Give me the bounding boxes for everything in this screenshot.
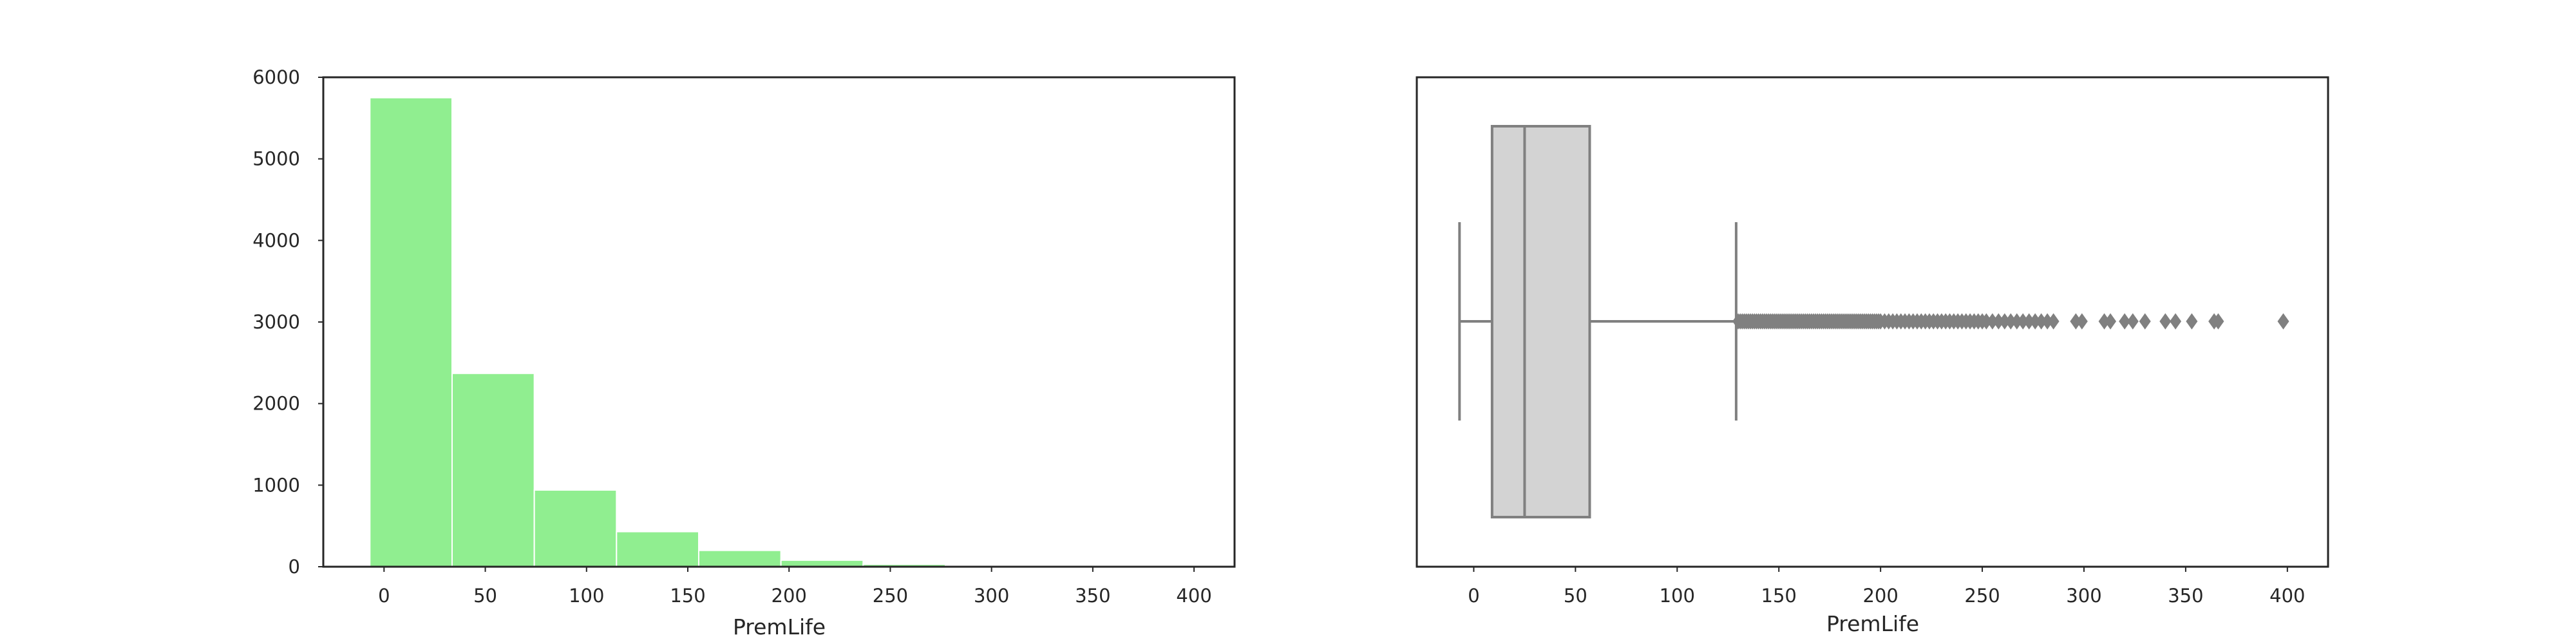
histogram-panel: 0 50 100 150 200 250 300 350 400 0 1000 2000 3000 40…: [252, 66, 1236, 639]
histogram-bars: [369, 97, 1193, 568]
boxplot-outlier: [2023, 313, 2035, 330]
histogram-x-tick-label: 300: [974, 585, 1009, 607]
boxplot-outlier: [1980, 313, 1993, 330]
boxplot-outlier: [1986, 313, 1998, 330]
boxplot-x-tick-label: 0: [1468, 585, 1479, 607]
histogram-y-tick-label: 0: [289, 556, 300, 578]
boxplot-outlier: [2047, 313, 2060, 330]
histogram-y-tick-label: 5000: [252, 148, 300, 170]
boxplot-outlier: [2076, 313, 2088, 330]
boxplot-frame: [1416, 76, 2329, 568]
histogram-x-tick-label: 250: [873, 585, 908, 607]
histogram-x-tick-label: 200: [772, 585, 807, 607]
boxplot-x-tick-label: 150: [1761, 585, 1797, 607]
histogram-y-tick-label: 3000: [252, 311, 300, 333]
boxplot-outlier: [2159, 313, 2172, 330]
boxplot-outlier: [2041, 313, 2054, 330]
boxplot-outlier: [2139, 313, 2151, 330]
histogram-x-tick-label: 50: [473, 585, 497, 607]
boxplot-outlier: [1998, 313, 2011, 330]
histogram-bar-5: [780, 559, 864, 567]
histogram-y-tick-label: 1000: [252, 474, 300, 496]
boxplot-x-tick-label: 250: [1964, 585, 2000, 607]
boxplot-x-tick-label: 100: [1660, 585, 1695, 607]
boxplot-outlier: [2098, 313, 2110, 330]
boxplot-x-axis-label: PremLife: [1826, 611, 1919, 636]
histogram-x-tick-label: 0: [378, 585, 390, 607]
histogram-y-tick-label: 2000: [252, 393, 300, 415]
boxplot-outlier: [2212, 313, 2224, 330]
boxplot-outlier: [2277, 313, 2289, 330]
histogram-x-ticks: 0 50 100 150 200 250 300 350 400: [378, 567, 1212, 607]
boxplot-outlier: [2119, 313, 2131, 330]
histogram-bar-3: [616, 531, 699, 567]
histogram-x-axis-label: PremLife: [733, 614, 826, 639]
histogram-x-tick-label: 400: [1176, 585, 1211, 607]
boxplot-outlier: [2035, 313, 2047, 330]
boxplot-body: [1458, 125, 1738, 518]
boxplot-outlier: [2170, 313, 2182, 330]
boxplot-outlier: [2005, 313, 2017, 330]
boxplot-outlier: [2105, 313, 2117, 330]
histogram-x-tick-label: 100: [569, 585, 604, 607]
histogram-y-tick-label: 6000: [252, 66, 300, 88]
boxplot-x-tick-label: 50: [1564, 585, 1587, 607]
boxplot-panel: 0 50 100 150 200 250 300 350 400 PremLife: [1416, 76, 2329, 636]
histogram-x-tick-label: 350: [1075, 585, 1110, 607]
boxplot-outlier: [1993, 313, 2005, 330]
boxplot-box: [1490, 125, 1591, 518]
boxplot-x-tick-label: 300: [2066, 585, 2101, 607]
histogram-bar-2: [533, 489, 618, 568]
boxplot-outlier: [2029, 313, 2041, 330]
boxplot-outliers: [1732, 313, 2289, 330]
boxplot-outlier: [2070, 313, 2082, 330]
boxplot-outlier: [2186, 313, 2198, 330]
boxplot-x-ticks: 0 50 100 150 200 250 300 350 400: [1468, 567, 2306, 607]
boxplot-outlier: [2126, 313, 2139, 330]
histogram-x-tick-label: 150: [670, 585, 705, 607]
boxplot-outlier: [2017, 313, 2029, 330]
boxplot-x-tick-label: 200: [1862, 585, 1898, 607]
histogram-y-ticks: 0 1000 2000 3000 4000 5000 6000: [252, 66, 323, 578]
boxplot-x-tick-label: 400: [2269, 585, 2305, 607]
histogram-bar-4: [697, 549, 782, 568]
boxplot-x-tick-label: 350: [2168, 585, 2203, 607]
histogram-bar-0: [369, 97, 453, 567]
boxplot-outlier: [2011, 313, 2023, 330]
histogram-y-tick-label: 4000: [252, 229, 300, 251]
histogram-bar-1: [451, 372, 535, 567]
